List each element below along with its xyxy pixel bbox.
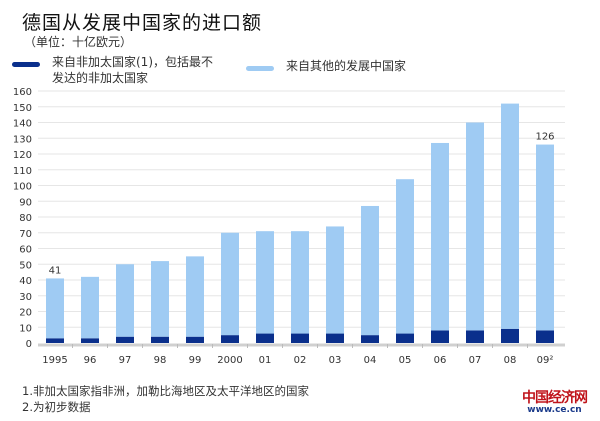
y-tick-label: 0	[26, 339, 32, 350]
y-tick-label: 80	[19, 213, 32, 224]
x-tick-label: 04	[364, 355, 377, 366]
bar-segment	[466, 330, 484, 343]
data-label: 126	[535, 132, 554, 143]
bar-segment	[256, 231, 274, 334]
footnote-2: 2.为初步数据	[22, 400, 91, 414]
x-tick-label: 99	[189, 355, 202, 366]
bar-segment	[396, 333, 414, 343]
legend-label-other: 来自其他的发展中国家	[286, 59, 407, 73]
y-tick-label: 70	[19, 229, 32, 240]
bar-segment	[431, 142, 449, 331]
y-tick-label: 90	[19, 197, 32, 208]
bar-segment	[46, 338, 64, 343]
y-tick-label: 100	[13, 182, 32, 193]
data-label: 41	[49, 265, 62, 276]
x-tick-label: 09²	[537, 355, 554, 366]
bar-segment	[256, 333, 274, 343]
bar-segment	[501, 103, 519, 329]
bar-segment	[361, 335, 379, 343]
y-tick-label: 110	[13, 166, 32, 177]
x-tick-label: 03	[329, 355, 342, 366]
x-tick-label: 96	[84, 355, 97, 366]
logo-url: www.ce.cn	[527, 405, 582, 415]
legend-item-other: 来自其他的发展中国家	[246, 58, 406, 74]
bar-segment	[291, 333, 309, 343]
x-tick-label: 06	[434, 355, 447, 366]
bar-segment	[116, 336, 134, 343]
bar-segment	[431, 330, 449, 343]
x-tick-label: 1995	[42, 355, 67, 366]
y-tick-label: 60	[19, 245, 32, 256]
x-tick-label: 07	[469, 355, 482, 366]
legend-swatch-dark	[12, 62, 40, 67]
bar-segment	[151, 336, 169, 343]
y-tick-label: 10	[19, 323, 32, 334]
bar-segment	[326, 333, 344, 343]
y-tick-label: 120	[13, 150, 32, 161]
legend-item-acp: 来自非加太国家(1)，包括最不发达的非加太国家	[12, 54, 232, 86]
x-tick-label: 2000	[217, 355, 242, 366]
bar-segment	[536, 330, 554, 343]
bar-segment	[326, 226, 344, 334]
bar-segment	[186, 256, 204, 337]
bar-segment	[186, 336, 204, 343]
bar-segment	[46, 278, 64, 339]
bar-segment	[536, 144, 554, 331]
legend-label-acp: 来自非加太国家(1)，包括最不发达的非加太国家	[52, 55, 213, 85]
y-tick-label: 30	[19, 292, 32, 303]
y-tick-label: 20	[19, 308, 32, 319]
bar-segment	[151, 261, 169, 337]
x-tick-label: 08	[504, 355, 517, 366]
y-tick-label: 50	[19, 260, 32, 271]
y-tick-label: 40	[19, 276, 32, 287]
bar-segment	[501, 328, 519, 343]
bar-segment	[116, 264, 134, 337]
y-tick-label: 130	[13, 134, 32, 145]
bar-segment	[81, 276, 99, 339]
x-tick-label: 97	[119, 355, 132, 366]
y-tick-label: 140	[13, 119, 32, 130]
bar-segment	[396, 179, 414, 334]
x-tick-label: 01	[259, 355, 272, 366]
bar-segment	[466, 122, 484, 331]
y-tick-label: 150	[13, 103, 32, 114]
bar-segment	[221, 232, 239, 336]
bar-segment	[81, 338, 99, 343]
chart-unit: （单位：十亿欧元）	[24, 35, 133, 49]
y-tick-label: 160	[13, 87, 32, 98]
x-tick-label: 02	[294, 355, 307, 366]
x-tick-label: 05	[399, 355, 412, 366]
logo-name: 中国经济网	[522, 390, 588, 406]
chart-title: 德国从发展中国家的进口额	[22, 12, 263, 34]
footnote-1: 1.非加太国家指非洲，加勒比海地区及太平洋地区的国家	[22, 384, 309, 398]
bar-segment	[291, 231, 309, 334]
ce-logo: 中国经济网 www.ce.cn	[522, 387, 588, 415]
bar-segment	[361, 205, 379, 336]
legend-swatch-light	[246, 66, 274, 71]
x-tick-label: 98	[154, 355, 167, 366]
bar-segment	[221, 335, 239, 343]
